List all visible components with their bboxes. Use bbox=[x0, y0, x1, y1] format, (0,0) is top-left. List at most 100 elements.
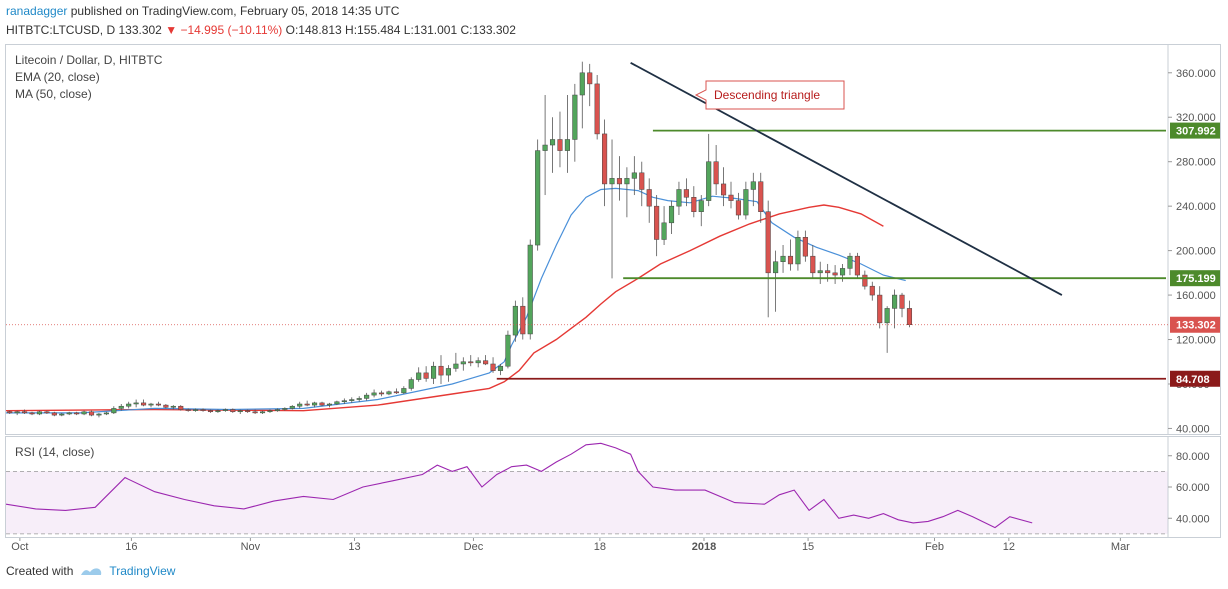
price-label: 175.199 bbox=[1176, 273, 1216, 285]
low-value: L:131.001 bbox=[403, 23, 458, 37]
price-tick-label: 40.000 bbox=[1176, 423, 1210, 435]
candle-up bbox=[356, 398, 362, 400]
rsi-tick-label: 60.000 bbox=[1176, 482, 1210, 494]
candle-up bbox=[118, 405, 124, 409]
candle-up bbox=[445, 368, 451, 376]
candle-down bbox=[44, 411, 50, 414]
candle-down bbox=[520, 305, 526, 335]
candle-up bbox=[334, 401, 340, 405]
candle-up bbox=[750, 181, 756, 190]
candle-down bbox=[906, 308, 913, 325]
candle-down bbox=[587, 72, 593, 85]
candle-up bbox=[289, 405, 295, 409]
candle-down bbox=[163, 404, 169, 408]
candle-up bbox=[408, 379, 414, 389]
candle-up bbox=[839, 268, 846, 276]
footer: Created with TradingView bbox=[6, 564, 175, 578]
close-value: C:133.302 bbox=[460, 23, 516, 37]
candle-down bbox=[88, 411, 95, 416]
candle-down bbox=[646, 189, 652, 207]
candle-down bbox=[691, 197, 697, 212]
candle-down bbox=[423, 372, 429, 379]
candle-up bbox=[36, 411, 43, 415]
candle-up bbox=[624, 178, 630, 185]
candle-up bbox=[170, 405, 176, 408]
rsi-chart[interactable]: 40.000 60.000 80.000 bbox=[5, 437, 1222, 539]
candle-up bbox=[222, 409, 228, 411]
price-tick-label: 240.000 bbox=[1176, 201, 1216, 213]
candle-up bbox=[572, 94, 578, 140]
rsi-line bbox=[5, 442, 1033, 529]
candle-up bbox=[609, 178, 615, 185]
candle-down bbox=[252, 411, 258, 414]
time-tick-label: 15 bbox=[802, 541, 814, 553]
candle-down bbox=[207, 410, 214, 413]
high-value: H:155.484 bbox=[345, 23, 401, 37]
price-panel[interactable]: 40.00080.000120.000160.000200.000240.000… bbox=[5, 44, 1221, 435]
candle-down bbox=[22, 411, 28, 414]
candle-up bbox=[312, 402, 318, 406]
candle-up bbox=[215, 410, 221, 413]
trendline-line bbox=[630, 61, 1063, 296]
candle-up bbox=[505, 334, 511, 367]
candle-up bbox=[349, 399, 355, 401]
candle-up bbox=[780, 255, 786, 262]
candle-up bbox=[698, 200, 704, 212]
candle-up bbox=[676, 189, 682, 207]
candle-up bbox=[66, 412, 72, 415]
tradingview-link[interactable]: TradingView bbox=[109, 564, 176, 578]
candle-down bbox=[438, 365, 444, 376]
candle-up bbox=[148, 403, 154, 406]
rsi-tick-label: 40.000 bbox=[1176, 513, 1210, 525]
candle-down bbox=[393, 391, 399, 394]
price-chart[interactable]: 40.00080.000120.000160.000200.000240.000… bbox=[5, 45, 1222, 436]
candle-down bbox=[594, 83, 600, 135]
candle-down bbox=[862, 274, 868, 287]
candle-down bbox=[155, 403, 161, 406]
time-tick-label: Feb bbox=[925, 541, 944, 553]
rsi-tick-label: 80.000 bbox=[1176, 451, 1210, 463]
candle-down bbox=[832, 272, 838, 276]
price-tick-label: 360.000 bbox=[1176, 68, 1216, 80]
price-label: 84.708 bbox=[1176, 374, 1210, 386]
candle-up bbox=[668, 205, 675, 224]
candle-up bbox=[549, 139, 556, 146]
candle-up bbox=[111, 408, 117, 414]
candle-down bbox=[735, 200, 741, 216]
time-tick-label: 2018 bbox=[692, 541, 716, 553]
candle-up bbox=[103, 412, 109, 415]
author-link[interactable]: ranadagger bbox=[6, 4, 68, 18]
created-with: Created with bbox=[6, 564, 74, 578]
rsi-panel[interactable]: 40.000 60.000 80.000 RSI (14, close) bbox=[5, 436, 1221, 538]
chart-header: ranadagger published on TradingView.com,… bbox=[0, 0, 1228, 42]
time-tick-label: 18 bbox=[594, 541, 606, 553]
candle-down bbox=[765, 211, 771, 274]
candle-up bbox=[14, 411, 20, 414]
candle-up bbox=[892, 294, 898, 309]
tradingview-logo-icon bbox=[81, 568, 102, 575]
candle-down bbox=[654, 205, 660, 240]
candle-up bbox=[416, 372, 422, 380]
publish-info: published on TradingView.com, February 0… bbox=[70, 4, 400, 18]
candle-down bbox=[721, 183, 727, 196]
candle-down bbox=[245, 410, 251, 413]
candle-down bbox=[141, 402, 147, 406]
time-axis[interactable]: Oct 16 Nov 13 Dec 18 2018 15 Feb 12 Mar bbox=[0, 538, 1228, 560]
candle-down bbox=[728, 194, 734, 201]
publish-line: ranadagger published on TradingView.com,… bbox=[6, 4, 399, 18]
candle-up bbox=[259, 411, 266, 414]
time-tick-label: Oct bbox=[11, 541, 28, 553]
candle-down bbox=[758, 181, 764, 212]
candle-down bbox=[304, 403, 310, 406]
symbol-line: HITBTC:LTCUSD, D 133.302 ▼ −14.995 (−10.… bbox=[6, 23, 516, 37]
candle-up bbox=[237, 410, 243, 413]
candle-down bbox=[483, 360, 489, 365]
ema-legend: EMA (20, close) bbox=[15, 70, 100, 84]
candle-down bbox=[802, 237, 808, 257]
candle-down bbox=[185, 409, 191, 411]
candle-down bbox=[616, 178, 623, 185]
candle-up bbox=[579, 72, 585, 96]
candle-up bbox=[631, 172, 637, 179]
price-label-box bbox=[1170, 316, 1220, 333]
